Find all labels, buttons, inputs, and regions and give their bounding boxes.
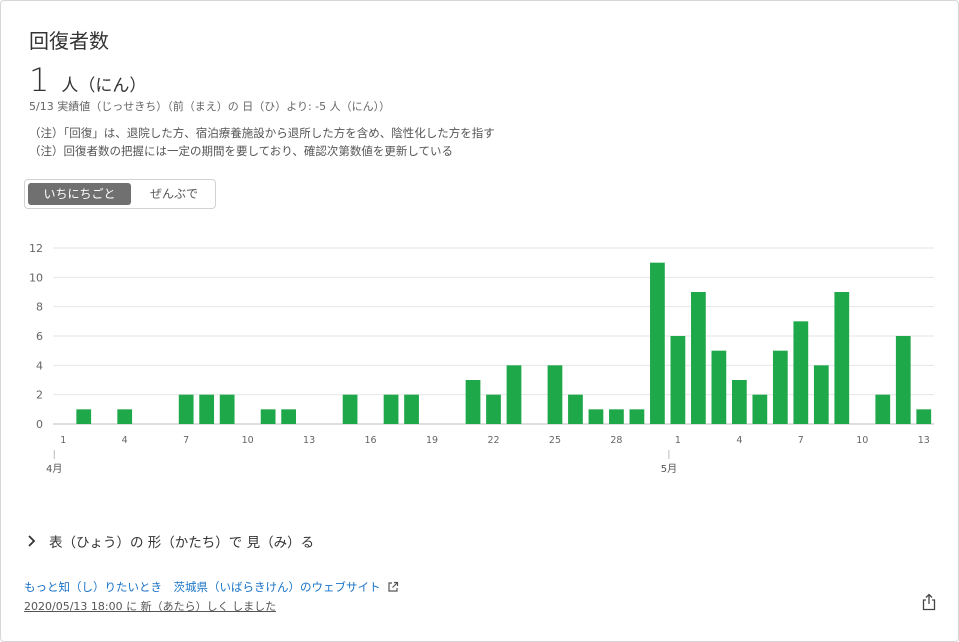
- data-toggle: いちにちごと ぜんぶで: [24, 179, 216, 209]
- bar: [117, 409, 133, 424]
- bar: [813, 365, 829, 424]
- x-tick-label: 13: [918, 435, 930, 446]
- bar: [281, 409, 296, 424]
- note-line: （注）回復者数の把握には一定の期間を要しており、確認次第数値を更新している: [29, 144, 454, 158]
- bar: [916, 409, 932, 424]
- x-tick-label: 10: [856, 435, 868, 446]
- bar: [178, 394, 194, 424]
- bar: [465, 380, 481, 424]
- bar: [547, 365, 563, 424]
- external-link-icon: [387, 581, 398, 592]
- recovered-number: 1: [29, 61, 50, 99]
- recovered-unit: 人（にん）: [61, 76, 147, 96]
- chevron-right-icon: [28, 535, 36, 547]
- expander-label: 表（ひょう）の 形（かたち）で 見（み）る: [49, 535, 315, 551]
- bar: [629, 409, 645, 424]
- x-tick-label: 7: [798, 435, 804, 446]
- month-label: 5月: [661, 463, 677, 475]
- recovered-count: 1 人（にん）: [29, 61, 146, 99]
- toggle-daily-button[interactable]: いちにちごと: [28, 183, 131, 205]
- link-label: もっと知（し）りたいとき 茨城県（いばらきけん）のウェブサイト: [24, 580, 381, 594]
- bar: [895, 336, 911, 424]
- daily-change-line: 5/13 実績値（じっせきち）（前（まえ）の 日（ひ）より: -5 人（にん））: [29, 100, 391, 113]
- bar: [404, 394, 419, 424]
- x-tick-label: 28: [610, 435, 622, 446]
- x-tick-label: 1: [675, 435, 681, 446]
- bar: [793, 321, 809, 424]
- show-table-expander[interactable]: 表（ひょう）の 形（かたち）で 見（み）る: [25, 531, 314, 551]
- last-updated: 2020/05/13 18:00 に 新（あたら）しく しました: [24, 600, 277, 613]
- bar: [342, 394, 358, 424]
- x-tick-label: 4: [122, 435, 128, 446]
- y-tick-label: 12: [29, 242, 43, 255]
- y-tick-label: 2: [36, 389, 43, 402]
- x-tick-label: 25: [549, 435, 561, 446]
- y-tick-label: 8: [36, 301, 43, 314]
- x-tick-label: 13: [303, 435, 315, 446]
- bar: [219, 394, 235, 424]
- bar: [609, 409, 624, 424]
- bar: [691, 292, 706, 424]
- bar: [486, 394, 501, 424]
- bar: [568, 394, 583, 424]
- bar: [834, 292, 850, 424]
- bar: [670, 336, 686, 424]
- card-title: 回復者数: [29, 29, 109, 53]
- y-tick-label: 0: [36, 418, 43, 431]
- bar: [199, 394, 215, 424]
- share-icon[interactable]: [921, 593, 937, 611]
- x-tick-label: 19: [426, 435, 438, 446]
- bar: [752, 394, 768, 424]
- x-tick-label: 10: [242, 435, 254, 446]
- notes: （注）「回復」は、退院した方、宿泊療養施設から退所した方を含め、陰性化した方を指…: [29, 124, 495, 160]
- y-tick-label: 10: [29, 271, 43, 284]
- y-tick-label: 6: [36, 330, 43, 343]
- bar: [588, 409, 604, 424]
- bar: [76, 409, 92, 424]
- month-label: 4月: [46, 463, 62, 475]
- x-tick-label: 22: [487, 435, 499, 446]
- x-tick-label: 7: [183, 435, 189, 446]
- bar: [875, 394, 891, 424]
- x-tick-label: 16: [365, 435, 377, 446]
- x-tick-label: 1: [60, 435, 66, 446]
- bar: [711, 350, 727, 424]
- toggle-total-button[interactable]: ぜんぶで: [149, 187, 198, 201]
- prefecture-website-link[interactable]: もっと知（し）りたいとき 茨城県（いばらきけん）のウェブサイト: [24, 579, 399, 595]
- x-tick-label: 4: [736, 435, 742, 446]
- bar: [731, 380, 747, 424]
- bar: [383, 394, 399, 424]
- bar: [506, 365, 522, 424]
- bar: [260, 409, 276, 424]
- y-tick-label: 4: [36, 359, 43, 372]
- bar: [650, 262, 665, 424]
- bar: [772, 350, 788, 424]
- note-line: （注）「回復」は、退院した方、宿泊療養施設から退所した方を含め、陰性化した方を指…: [29, 126, 495, 140]
